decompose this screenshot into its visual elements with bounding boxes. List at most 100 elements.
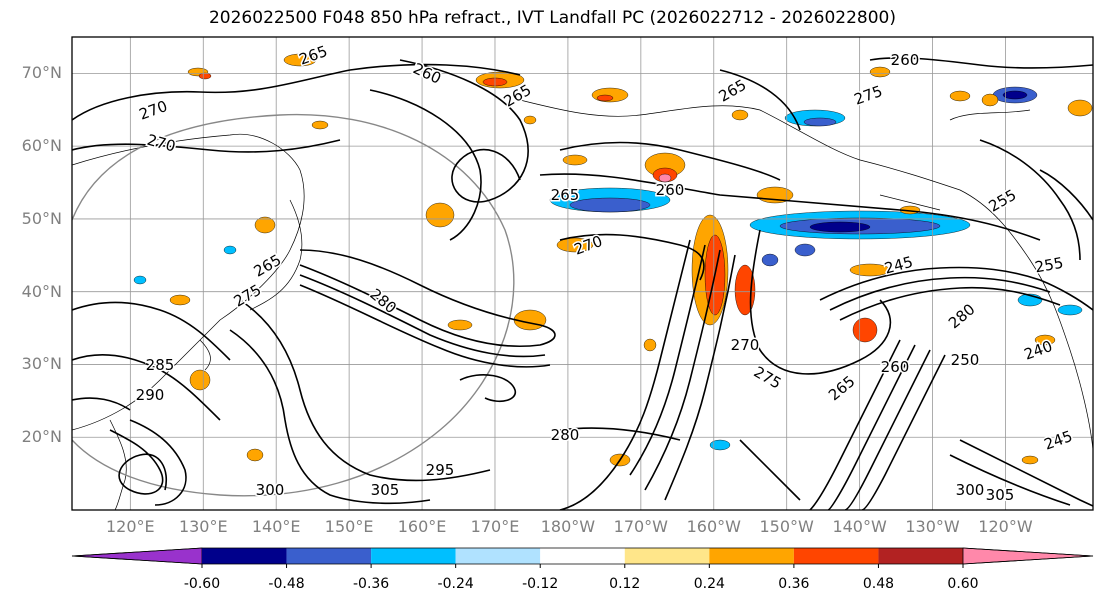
coastline — [759, 109, 1093, 451]
contour-line — [664, 254, 736, 501]
contour-line — [629, 244, 706, 476]
refractivity-fill-patch — [189, 369, 211, 391]
contour-label: 275 — [852, 82, 885, 109]
lat-tick-label: 40°N — [21, 281, 62, 301]
contour-label: 265 — [716, 76, 750, 106]
contour-label: 265 — [825, 372, 859, 404]
coastline — [879, 194, 941, 211]
contour-label: 280 — [945, 300, 979, 332]
contour-line — [827, 344, 916, 510]
refractivity-fill-patch — [709, 439, 731, 451]
refractivity-fill-patch — [1021, 455, 1039, 465]
contour-line — [129, 419, 187, 506]
colorbar-tick-label: -0.36 — [352, 576, 390, 592]
contour-label: 255 — [1033, 254, 1064, 277]
refractivity-fill-patch — [198, 72, 212, 80]
lon-tick-label: 140°W — [832, 517, 887, 536]
coastline — [72, 133, 305, 431]
contour-line — [109, 429, 167, 495]
coastline — [949, 109, 1031, 121]
lat-tick-label: 60°N — [21, 136, 62, 156]
refractivity-fill-patch — [731, 109, 749, 121]
lon-tick-label: 150°E — [324, 517, 374, 536]
contour-label: 300 — [956, 481, 985, 499]
refractivity-fill-patch — [254, 216, 276, 234]
coastline — [199, 339, 211, 371]
map-frame — [71, 36, 1094, 511]
contour-label: 245 — [883, 253, 915, 278]
refractivity-fill-patch — [794, 243, 816, 257]
lon-tick-label: 170°W — [613, 517, 668, 536]
refractivity-fill-patch — [643, 338, 657, 352]
contour-line — [719, 69, 801, 131]
lon-tick-label: 130°E — [178, 517, 228, 536]
lat-tick-label: 30°N — [21, 354, 62, 374]
refractivity-fill-patch — [562, 154, 588, 166]
contour-line — [749, 229, 892, 375]
contour-line — [819, 266, 1093, 311]
contour-line — [959, 439, 1093, 507]
contour-line — [844, 349, 931, 510]
contour-label: 265 — [551, 186, 580, 204]
contour-line — [1039, 169, 1093, 221]
contour-label: 270 — [145, 131, 177, 156]
contour-label: 250 — [951, 351, 980, 369]
refractivity-fill-patch — [133, 275, 147, 285]
refractivity-fill-patch — [596, 94, 614, 102]
refractivity-fill-patch — [523, 115, 537, 125]
contour-label: 265 — [251, 251, 285, 281]
coastline — [249, 199, 303, 311]
lon-tick-label: 180°W — [540, 517, 596, 536]
contour-line — [72, 301, 231, 361]
contour-label: 280 — [366, 285, 400, 317]
refractivity-fill-patch — [869, 66, 891, 78]
refractivity-fill-patch — [223, 245, 237, 255]
contour-label: 285 — [146, 356, 175, 374]
contour-line — [72, 354, 221, 421]
lat-tick-label: 50°N — [21, 208, 62, 228]
refractivity-fill-patch — [311, 120, 329, 130]
chart-title: 2026022500 F048 850 hPa refract., IVT La… — [208, 8, 896, 28]
contour-label: 260 — [410, 59, 444, 87]
contour-line — [299, 284, 551, 368]
refractivity-fill-patch — [447, 319, 473, 331]
colorbar-tick-label: -0.12 — [522, 576, 559, 592]
refractivity-fill-patch — [1002, 90, 1028, 100]
contour-line — [399, 59, 529, 203]
refractivity-fill-patch — [949, 90, 971, 102]
contour-label: 280 — [551, 426, 580, 444]
colorbar-tick-label: 0.24 — [693, 576, 725, 592]
contour-line — [459, 374, 516, 402]
lon-tick-label: 160°W — [686, 517, 741, 536]
contour-line — [559, 427, 681, 441]
contour-label: 270 — [731, 336, 760, 354]
colorbar-tick-label: -0.48 — [268, 576, 305, 592]
contour-line — [861, 354, 946, 510]
coastline — [109, 419, 127, 510]
lon-tick-label: 170°E — [470, 517, 520, 536]
refractivity-fill-patch — [246, 448, 264, 462]
contour-label: 305 — [986, 486, 1015, 504]
lon-tick-label: 120°W — [978, 517, 1033, 536]
lat-tick-label: 20°N — [21, 427, 62, 447]
contour-line — [239, 299, 491, 482]
contour-label: 245 — [1042, 427, 1075, 454]
refractivity-fill-patch — [1057, 304, 1083, 316]
refractivity-fill-patch — [425, 202, 455, 228]
coastline — [519, 99, 761, 117]
contour-label: 295 — [426, 461, 455, 479]
contour-label: 300 — [256, 481, 285, 499]
colorbar-tick-label: 0.36 — [778, 576, 810, 592]
contour-line — [559, 141, 781, 181]
contour-line — [229, 329, 431, 505]
contour-line — [369, 89, 482, 241]
contour-label: 260 — [881, 358, 910, 376]
contour-line — [72, 139, 341, 153]
lat-tick-label: 70°N — [21, 63, 62, 83]
contour-line — [809, 339, 901, 510]
contour-line — [299, 249, 556, 348]
colorbar-tick-label: -0.24 — [437, 576, 474, 592]
colorbar-tick-label: 0.12 — [609, 576, 641, 592]
refractivity-fill-patch — [1034, 334, 1056, 346]
